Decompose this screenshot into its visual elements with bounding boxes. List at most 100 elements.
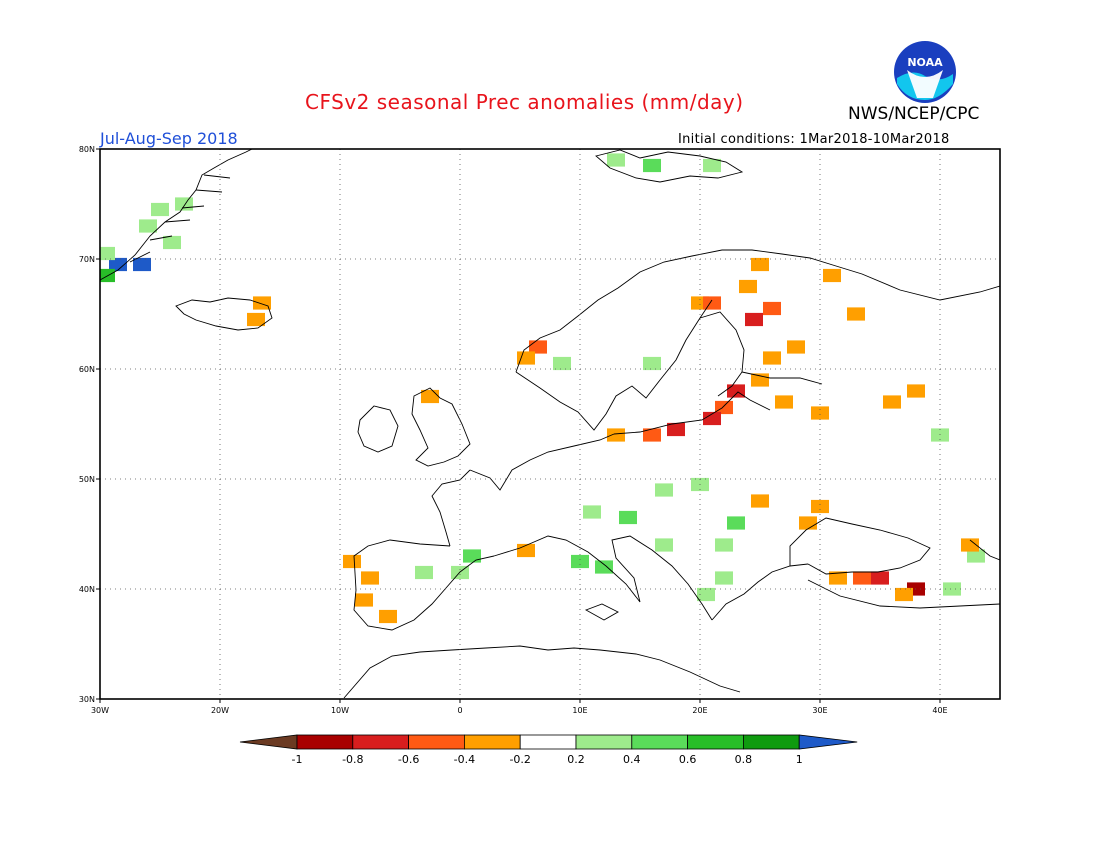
- y-tick-label: 40N: [79, 585, 95, 594]
- noaa-logo: NOAA: [893, 40, 957, 104]
- anomaly-cell: [871, 571, 889, 585]
- initial-conditions: Initial conditions: 1Mar2018-10Mar2018: [678, 132, 950, 147]
- coastlines: [100, 149, 1000, 699]
- colorbar-labels: -1 -0.8 -0.6 -0.4 -0.2 0.2 0.4 0.6 0.8 1: [292, 753, 803, 766]
- anomaly-cell: [151, 202, 169, 217]
- y-tick-label: 50N: [79, 475, 95, 484]
- colorbar-box: [352, 734, 409, 750]
- colorbar-tick-label: -0.4: [454, 753, 475, 766]
- x-tick-label: 0: [457, 706, 462, 715]
- x-tick-label: 30E: [812, 706, 827, 715]
- anomaly-cell: [253, 296, 271, 310]
- anomaly-cell: [703, 158, 721, 173]
- anomaly-cell: [787, 340, 805, 354]
- anomaly-cell: [607, 153, 625, 167]
- colorbar-tick-label: 0.8: [735, 753, 753, 766]
- anomaly-cell: [361, 571, 379, 585]
- anomaly-cell: [811, 406, 829, 420]
- anomaly-cell: [763, 351, 781, 365]
- colorbar-tick-label: 0.6: [679, 753, 697, 766]
- colorbar-box: [575, 734, 633, 750]
- axis-ticks: 30W 20W 10W 0 10E 20E 30E 40E 30N 40N 50N 60N 70N 80N: [79, 145, 948, 715]
- ireland: [357, 405, 399, 453]
- anomaly-cell: [727, 516, 745, 530]
- x-tick-label: 30W: [91, 706, 109, 715]
- anomaly-cell: [100, 246, 115, 261]
- anomaly-cell: [379, 609, 397, 624]
- anomaly-cell: [697, 587, 715, 602]
- colorbar-tick-label: -0.2: [509, 753, 530, 766]
- western-europe: [469, 433, 615, 491]
- colorbar-box: [296, 734, 354, 750]
- anomaly-cell: [595, 560, 613, 574]
- anomaly-cell: [607, 428, 625, 442]
- x-tick-label: 40E: [932, 706, 947, 715]
- british-isles: [411, 387, 471, 467]
- greenland-coast: [100, 149, 253, 281]
- y-tick-label: 70N: [79, 255, 95, 264]
- colorbar-box: [631, 734, 688, 750]
- anomaly-cell: [643, 158, 661, 173]
- mediterranean-north: [493, 535, 713, 621]
- anomaly-cell: [529, 340, 547, 354]
- anomaly-cell: [703, 411, 721, 426]
- anomaly-cell: [907, 384, 925, 398]
- gulf-of-bothnia: [699, 311, 745, 397]
- iberia: [353, 539, 495, 631]
- anomaly-cell: [853, 571, 871, 585]
- anomaly-cell: [829, 571, 847, 585]
- anomaly-cell: [655, 538, 673, 552]
- anomaly-cell: [247, 312, 265, 327]
- map-title: CFSv2 seasonal Prec anomalies (mm/day): [305, 90, 744, 114]
- anomaly-cell: [811, 499, 829, 514]
- colorbar-max-arrow: [798, 734, 858, 750]
- x-tick-label: 10W: [331, 706, 349, 715]
- anomaly-cell: [763, 301, 781, 316]
- noaa-logo-text: NOAA: [907, 56, 943, 69]
- colorbar-tick-label: 0.4: [623, 753, 641, 766]
- anomaly-cell: [715, 538, 733, 552]
- anomaly-cell: [553, 356, 571, 371]
- anomaly-cell: [517, 351, 535, 365]
- colorbar-tick-label: -0.6: [398, 753, 419, 766]
- anomaly-cell: [571, 554, 589, 569]
- anomaly-cell: [895, 587, 913, 602]
- anomaly-cell: [355, 593, 373, 607]
- x-tick-label: 20W: [211, 706, 229, 715]
- anomaly-cell: [961, 538, 979, 552]
- y-tick-label: 60N: [79, 365, 95, 374]
- anomaly-cell: [883, 395, 901, 409]
- noaa-gull-icon: [907, 70, 943, 98]
- anomaly-cell: [421, 389, 439, 404]
- anomaly-cell: [583, 505, 601, 519]
- anomaly-cell: [463, 549, 481, 563]
- y-tick-label: 80N: [79, 145, 95, 154]
- colorbar-tick-label: -0.8: [342, 753, 363, 766]
- anomaly-cell: [847, 307, 865, 321]
- colorbar-min-arrow: [239, 734, 298, 750]
- map-frame: [99, 148, 1001, 700]
- x-tick-label: 10E: [572, 706, 587, 715]
- colorbar-box: [408, 734, 465, 750]
- anomaly-cell: [643, 428, 661, 442]
- sicily-italy: [584, 603, 619, 621]
- colorbar-box: [743, 734, 800, 750]
- anomaly-cell: [139, 219, 157, 233]
- anomaly-cell: [715, 400, 733, 415]
- colorbar-box: [687, 734, 744, 750]
- anomaly-cell: [967, 549, 985, 563]
- anomaly-cell: [775, 395, 793, 409]
- y-tick-label: 30N: [79, 695, 95, 704]
- anomaly-cell: [643, 356, 661, 371]
- anomaly-cell: [739, 279, 757, 294]
- anomaly-cell: [751, 494, 769, 508]
- caspian: [969, 539, 1000, 561]
- north-africa: [343, 645, 741, 699]
- black-sea: [789, 517, 931, 575]
- anomaly-cell: [715, 571, 733, 585]
- gridlines: [100, 149, 1000, 699]
- svalbard-coast: [595, 149, 744, 183]
- greenland-fjords: [129, 174, 231, 263]
